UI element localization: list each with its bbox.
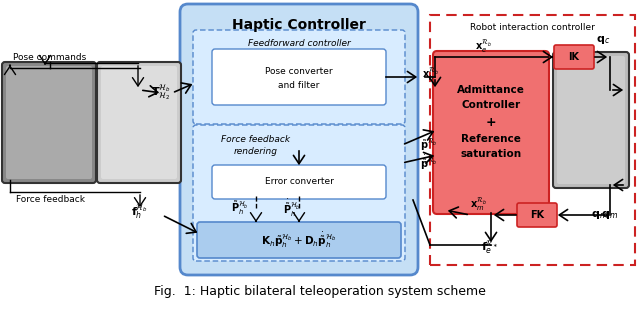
- FancyBboxPatch shape: [554, 45, 594, 69]
- Text: Feedforward controller: Feedforward controller: [248, 38, 350, 47]
- Text: $\mathbf{f}^{\mathcal{R}_{\ast}}_{e}$: $\mathbf{f}^{\mathcal{R}_{\ast}}_{e}$: [481, 240, 499, 256]
- Text: Error converter: Error converter: [264, 178, 333, 187]
- Text: $\mathbf{x}^{\mathcal{R}_{b}}_{m}$: $\mathbf{x}^{\mathcal{R}_{b}}_{m}$: [470, 197, 487, 213]
- Text: Pose commands: Pose commands: [13, 54, 86, 63]
- Text: and filter: and filter: [278, 81, 320, 90]
- Text: Reference: Reference: [461, 134, 521, 144]
- Text: $\mathbf{x}^{\mathcal{R}_{b}}_{e}$: $\mathbf{x}^{\mathcal{R}_{b}}_{e}$: [475, 39, 492, 55]
- FancyBboxPatch shape: [193, 125, 405, 261]
- Text: $\mathbf{x}^{\mathcal{R}_{b}}_{h}$: $\mathbf{x}^{\mathcal{R}_{b}}_{h}$: [422, 67, 439, 83]
- FancyBboxPatch shape: [101, 66, 177, 179]
- Text: $\mathbf{K}_{h}\tilde{\mathbf{p}}_{h}^{\mathcal{H}_{b}}+\mathbf{D}_{h}\dot{\tild: $\mathbf{K}_{h}\tilde{\mathbf{p}}_{h}^{\…: [261, 230, 337, 250]
- Text: $\tilde{\mathbf{p}}^{\mathcal{R}_{b}}$: $\tilde{\mathbf{p}}^{\mathcal{R}_{b}}$: [420, 137, 438, 153]
- Text: rendering: rendering: [234, 148, 278, 157]
- Text: Robot interaction controller: Robot interaction controller: [470, 23, 595, 32]
- FancyBboxPatch shape: [212, 165, 386, 199]
- Text: $\mathbf{q}_{m}$: $\mathbf{q}_{m}$: [602, 209, 618, 221]
- FancyBboxPatch shape: [433, 51, 549, 214]
- Text: Pose converter: Pose converter: [265, 68, 333, 77]
- Text: $\mathbf{f}^{\mathcal{H}_{b}}_{h}$: $\mathbf{f}^{\mathcal{H}_{b}}_{h}$: [131, 204, 148, 222]
- FancyBboxPatch shape: [2, 62, 96, 183]
- Text: Force feedback: Force feedback: [15, 196, 84, 205]
- FancyBboxPatch shape: [197, 222, 401, 258]
- Text: $\mathbf{q}_{m}$: $\mathbf{q}_{m}$: [591, 209, 609, 221]
- FancyBboxPatch shape: [193, 30, 405, 124]
- Text: Haptic Controller: Haptic Controller: [232, 18, 366, 32]
- FancyBboxPatch shape: [517, 203, 557, 227]
- Text: IK: IK: [568, 52, 579, 62]
- Text: FK: FK: [530, 210, 544, 220]
- Text: $\dot{\tilde{\mathbf{p}}}^{\mathcal{R}_{b}}$: $\dot{\tilde{\mathbf{p}}}^{\mathcal{R}_{…: [420, 154, 438, 172]
- Bar: [430, 15, 635, 265]
- FancyBboxPatch shape: [553, 52, 629, 188]
- Text: $\mathbf{T}^{\mathcal{H}_{b}}_{\mathcal{H}_{2}}$: $\mathbf{T}^{\mathcal{H}_{b}}_{\mathcal{…: [150, 83, 170, 103]
- FancyBboxPatch shape: [212, 49, 386, 105]
- FancyBboxPatch shape: [557, 56, 625, 184]
- Text: Controller: Controller: [461, 100, 520, 110]
- FancyBboxPatch shape: [6, 66, 92, 179]
- Text: +: +: [486, 116, 496, 129]
- Text: Force feedback: Force feedback: [221, 135, 291, 144]
- Text: $\dot{\tilde{\mathbf{P}}}_{h}^{\mathcal{H}_{b}}$: $\dot{\tilde{\mathbf{P}}}_{h}^{\mathcal{…: [283, 197, 301, 219]
- Text: Admittance: Admittance: [457, 85, 525, 95]
- Text: $\mathbf{q}_{c}$: $\mathbf{q}_{c}$: [596, 34, 610, 46]
- Text: $\tilde{\mathbf{P}}_{h}^{\mathcal{H}_{b}}$: $\tilde{\mathbf{P}}_{h}^{\mathcal{H}_{b}…: [231, 199, 249, 217]
- Text: Fig.  1: Haptic bilateral teleoperation system scheme: Fig. 1: Haptic bilateral teleoperation s…: [154, 286, 486, 299]
- FancyBboxPatch shape: [180, 4, 418, 275]
- Text: saturation: saturation: [460, 149, 522, 159]
- FancyBboxPatch shape: [97, 62, 181, 183]
